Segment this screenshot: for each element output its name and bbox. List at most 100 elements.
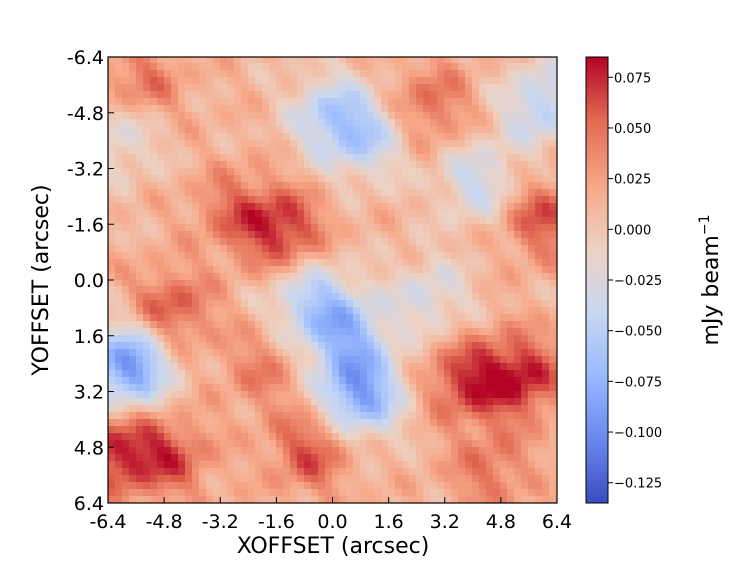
y-axis-ticks: -6.4-4.8-3.2-1.60.01.63.24.86.4 bbox=[67, 47, 114, 515]
heatmap-cell bbox=[304, 280, 313, 288]
heatmap-cell bbox=[206, 482, 215, 491]
heatmap-cell bbox=[136, 224, 145, 233]
heatmap-cell bbox=[353, 356, 362, 365]
heatmap-cell bbox=[115, 259, 124, 268]
heatmap-cell bbox=[234, 252, 243, 261]
heatmap-cell bbox=[472, 482, 481, 491]
heatmap-cell bbox=[262, 384, 271, 393]
heatmap-cell bbox=[269, 91, 278, 100]
heatmap-cell bbox=[514, 447, 523, 456]
heatmap-cell bbox=[367, 349, 376, 358]
heatmap-cell bbox=[304, 482, 313, 491]
heatmap-cell bbox=[367, 412, 376, 421]
heatmap-cell bbox=[136, 140, 145, 149]
heatmap-cell bbox=[493, 300, 502, 309]
heatmap-cell bbox=[297, 175, 306, 184]
heatmap-cell bbox=[332, 419, 341, 428]
heatmap-cell bbox=[388, 349, 397, 358]
heatmap-cell bbox=[500, 468, 509, 477]
heatmap-cell bbox=[150, 335, 159, 344]
heatmap-cell bbox=[199, 98, 208, 107]
heatmap-cell bbox=[346, 489, 355, 498]
heatmap-cell bbox=[150, 259, 159, 268]
heatmap-cell bbox=[164, 217, 173, 226]
heatmap-cell bbox=[206, 384, 215, 393]
heatmap-cell bbox=[192, 405, 201, 414]
heatmap-cell bbox=[360, 440, 369, 449]
heatmap-cell bbox=[374, 314, 383, 323]
heatmap-cell bbox=[178, 342, 187, 351]
heatmap-cell bbox=[276, 112, 285, 121]
heatmap-cell bbox=[262, 119, 271, 128]
heatmap-cell bbox=[157, 175, 166, 184]
heatmap-cell bbox=[514, 489, 523, 498]
heatmap-cell bbox=[465, 496, 474, 503]
heatmap-cell bbox=[346, 454, 355, 463]
heatmap-cell bbox=[227, 356, 236, 365]
heatmap-cell bbox=[444, 461, 453, 470]
heatmap-cell bbox=[423, 447, 432, 456]
heatmap-cell bbox=[248, 126, 257, 135]
heatmap-cell bbox=[451, 196, 460, 205]
heatmap-cell bbox=[171, 419, 180, 428]
heatmap-cell bbox=[486, 328, 495, 337]
heatmap-cell bbox=[521, 321, 530, 330]
heatmap-cell bbox=[332, 196, 341, 205]
heatmap-cell bbox=[290, 231, 299, 240]
heatmap-cell bbox=[178, 356, 187, 365]
heatmap-cell bbox=[206, 57, 215, 65]
heatmap-cell bbox=[360, 280, 369, 288]
colorbar-ticks: 0.0750.0500.0250.000−0.025−0.050−0.075−0… bbox=[608, 71, 662, 492]
heatmap-cell bbox=[234, 259, 243, 268]
heatmap-cell bbox=[157, 321, 166, 330]
heatmap-cell bbox=[437, 154, 446, 163]
heatmap-cell bbox=[304, 126, 313, 135]
heatmap-cell bbox=[360, 168, 369, 177]
heatmap-cell bbox=[500, 57, 509, 65]
heatmap-cell bbox=[297, 168, 306, 177]
heatmap-cell bbox=[234, 175, 243, 184]
heatmap-cell bbox=[248, 147, 257, 156]
heatmap-cell bbox=[388, 196, 397, 205]
heatmap-cell bbox=[234, 286, 243, 295]
heatmap-cell bbox=[276, 84, 285, 93]
heatmap-cell bbox=[185, 168, 194, 177]
heatmap-cell bbox=[122, 126, 131, 135]
heatmap-cell bbox=[241, 70, 250, 79]
heatmap-cell bbox=[486, 112, 495, 121]
heatmap-cell bbox=[458, 482, 467, 491]
heatmap-cell bbox=[311, 140, 320, 149]
heatmap-cell bbox=[220, 328, 229, 337]
heatmap-cell bbox=[220, 63, 229, 72]
heatmap-cell bbox=[297, 133, 306, 142]
heatmap-cell bbox=[542, 266, 551, 275]
heatmap-cell bbox=[304, 238, 313, 247]
heatmap-cell bbox=[479, 112, 488, 121]
heatmap-cell bbox=[192, 419, 201, 428]
heatmap-cell bbox=[255, 286, 264, 295]
heatmap-cell bbox=[479, 224, 488, 233]
heatmap-cell bbox=[444, 314, 453, 323]
heatmap-cell bbox=[528, 252, 537, 261]
heatmap-cell bbox=[332, 84, 341, 93]
heatmap-cell bbox=[248, 468, 257, 477]
heatmap-cell bbox=[171, 224, 180, 233]
heatmap-cell bbox=[514, 440, 523, 449]
heatmap-cell bbox=[500, 412, 509, 421]
heatmap-cell bbox=[479, 189, 488, 198]
heatmap-cell bbox=[248, 189, 257, 198]
heatmap-cell bbox=[185, 105, 194, 114]
heatmap-cell bbox=[199, 321, 208, 330]
heatmap-cell bbox=[444, 398, 453, 407]
heatmap-cell bbox=[535, 377, 544, 386]
heatmap-cell bbox=[199, 217, 208, 226]
heatmap-cell bbox=[409, 489, 418, 498]
heatmap-cell bbox=[269, 196, 278, 205]
heatmap-cell bbox=[171, 377, 180, 386]
heatmap-cell bbox=[199, 224, 208, 233]
heatmap-cell bbox=[227, 98, 236, 107]
x-tick-label: -4.8 bbox=[146, 511, 183, 533]
heatmap-cell bbox=[458, 133, 467, 142]
heatmap-cell bbox=[500, 182, 509, 191]
heatmap-cell bbox=[486, 273, 495, 281]
